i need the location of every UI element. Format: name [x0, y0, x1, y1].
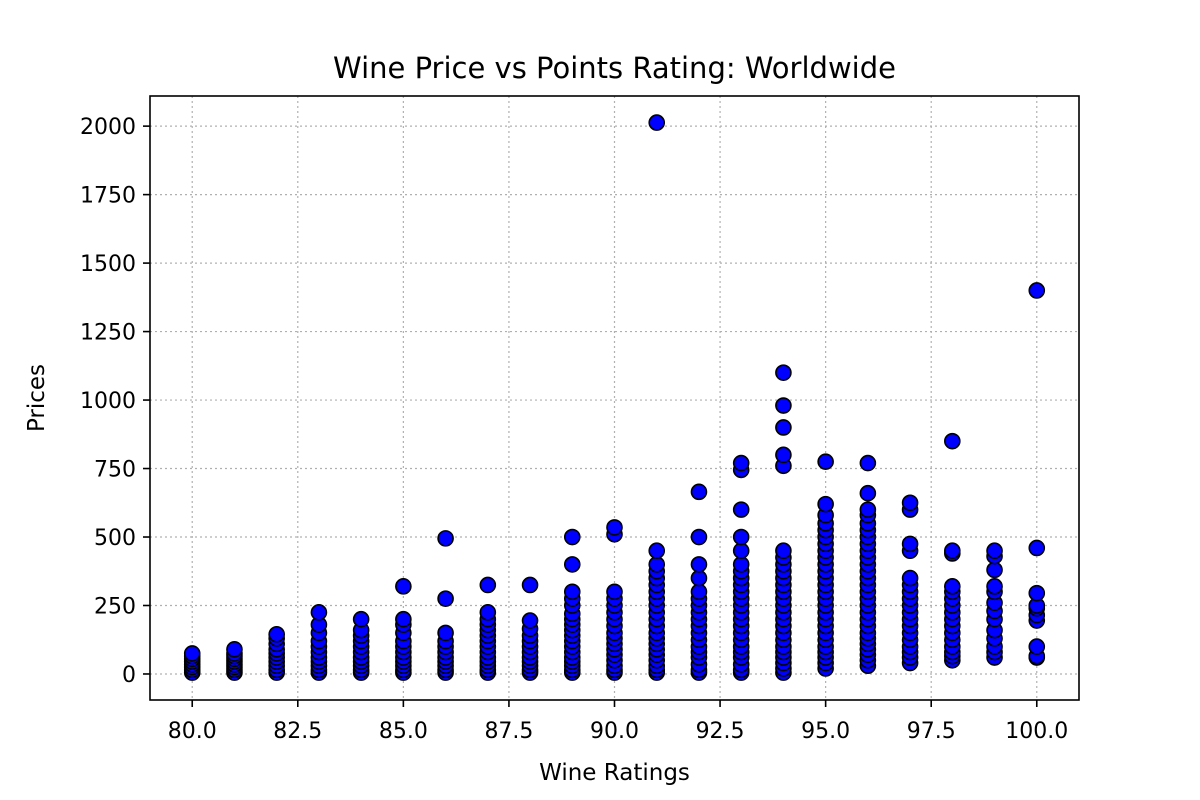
- data-point-290: [901, 494, 919, 512]
- data-point-271: [859, 484, 877, 502]
- data-point-270: [859, 501, 877, 518]
- data-point-170: [690, 528, 708, 546]
- data-point-327: [1028, 584, 1046, 602]
- data-point-272: [859, 454, 877, 472]
- data-point-328: [1028, 539, 1046, 557]
- axis-ticks: 80.0 82.5 85.0 87.5 90.0 92.5 95.0 97.5 100.0 0 25…: [80, 115, 1068, 744]
- data-point-169: [690, 556, 708, 573]
- data-point-191: [732, 528, 750, 546]
- data-point-70: [437, 590, 454, 607]
- data-point-245: [817, 453, 834, 470]
- data-point-115: [563, 528, 581, 546]
- data-point-113: [563, 583, 581, 601]
- grid-lines: [150, 96, 1079, 700]
- y-tick-label-6: 1500: [80, 252, 136, 277]
- data-point-26: [268, 625, 285, 643]
- data-point-130: [606, 583, 623, 601]
- data-point-153: [648, 114, 666, 131]
- data-point-48: [352, 610, 370, 628]
- x-tick-label-5: 92.5: [696, 719, 745, 744]
- x-tick-label-2: 85.0: [379, 719, 428, 744]
- data-points: [183, 114, 1046, 681]
- data-point-96: [521, 612, 539, 629]
- data-point-194: [732, 454, 750, 472]
- data-point-132: [606, 519, 623, 536]
- x-tick-label-1: 82.5: [273, 719, 322, 744]
- data-point-286: [901, 569, 919, 587]
- y-axis-label: Prices: [24, 364, 50, 432]
- data-point-192: [732, 501, 750, 518]
- data-point-322: [1028, 638, 1046, 655]
- data-point-317: [986, 561, 1003, 579]
- data-point-288: [901, 535, 919, 553]
- x-tick-label-4: 90.0: [590, 719, 639, 744]
- data-point-37: [310, 604, 328, 621]
- data-point-329: [1028, 282, 1046, 299]
- data-point-16: [226, 641, 243, 658]
- y-tick-label-5: 1250: [80, 321, 136, 346]
- data-point-214: [775, 542, 792, 560]
- y-tick-label-7: 1750: [80, 184, 136, 209]
- chart-title: Wine Price vs Points Rating: Worldwide: [333, 51, 896, 85]
- data-point-59: [395, 610, 412, 628]
- data-point-69: [437, 624, 454, 642]
- data-point-171: [690, 483, 708, 501]
- x-tick-label-6: 95.0: [801, 719, 850, 744]
- data-point-168: [690, 569, 708, 587]
- data-point-97: [521, 576, 539, 594]
- data-point-85: [479, 576, 497, 594]
- x-tick-label-8: 100.0: [1005, 719, 1068, 744]
- data-point-305: [944, 542, 961, 560]
- data-point-167: [690, 583, 708, 601]
- x-axis-label: Wine Ratings: [539, 760, 690, 786]
- y-tick-label-8: 2000: [80, 115, 136, 140]
- y-tick-label-4: 1000: [80, 389, 136, 414]
- data-point-244: [817, 495, 834, 513]
- data-point-216: [775, 446, 792, 464]
- x-tick-label-3: 87.5: [484, 719, 533, 744]
- data-point-60: [395, 578, 412, 595]
- data-point-316: [986, 578, 1003, 595]
- y-tick-label-0: 0: [122, 663, 136, 688]
- y-tick-label-2: 500: [94, 526, 136, 551]
- x-tick-label-0: 80.0: [168, 719, 217, 744]
- x-tick-label-7: 97.5: [907, 719, 956, 744]
- data-point-218: [775, 397, 792, 414]
- data-point-71: [437, 530, 454, 547]
- data-point-217: [775, 419, 792, 436]
- data-point-219: [775, 364, 792, 381]
- data-point-151: [648, 556, 666, 573]
- data-point-7: [183, 645, 201, 662]
- data-point-190: [732, 542, 750, 560]
- data-point-306: [944, 432, 961, 450]
- data-point-189: [732, 556, 750, 573]
- y-tick-label-1: 250: [94, 594, 136, 619]
- y-tick-label-3: 750: [94, 458, 136, 483]
- data-point-114: [563, 556, 581, 573]
- data-point-152: [648, 542, 666, 560]
- data-point-303: [944, 578, 961, 595]
- data-point-84: [479, 604, 497, 621]
- data-point-319: [986, 542, 1003, 560]
